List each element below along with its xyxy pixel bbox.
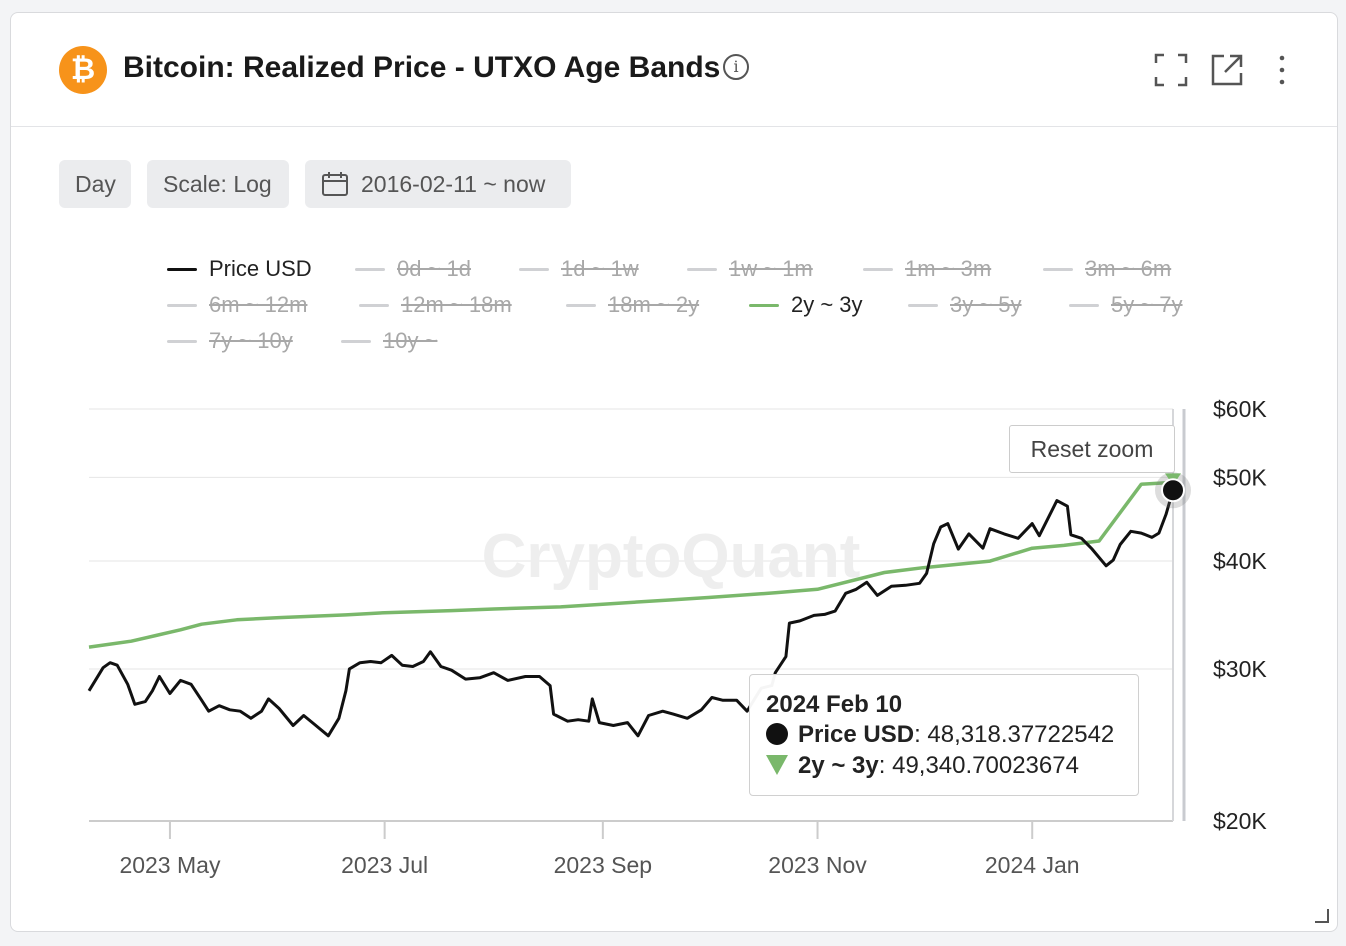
chart-title: Bitcoin: Realized Price - UTXO Age Bands	[123, 51, 721, 84]
y-tick-label: $60K	[1213, 396, 1267, 422]
card-header: ₿ Bitcoin: Realized Price - UTXO Age Ban…	[11, 13, 1337, 127]
y-tick-label: $40K	[1213, 548, 1267, 574]
tooltip-row-2y-3y: 2y ~ 3y: 49,340.70023674	[766, 752, 1079, 780]
scale-button[interactable]: Scale: Log	[147, 160, 289, 208]
y-tick-label: $30K	[1213, 656, 1267, 682]
date-range-label: 2016-02-11 ~ now	[361, 171, 546, 197]
x-tick-label: 2023 May	[119, 852, 221, 878]
chart-legend: Price USD 0d ~ 1d 1d ~ 1w 1w ~ 1m 1m ~ 3…	[11, 254, 1337, 354]
x-tick-label: 2024 Jan	[985, 852, 1080, 878]
external-link-icon[interactable]	[1210, 53, 1244, 87]
bitcoin-logo-icon: ₿	[59, 46, 107, 94]
scale-label: Scale: Log	[163, 171, 272, 197]
y-tick-label: $50K	[1213, 464, 1267, 490]
watermark: CryptoQuant	[482, 522, 861, 591]
chart-tooltip: 2024 Feb 10 Price USD: 48,318.37722542 2…	[749, 674, 1139, 796]
tooltip-date: 2024 Feb 10	[766, 691, 903, 718]
tooltip-triangle-icon	[766, 755, 788, 775]
series-line-price-usd	[87, 489, 1175, 738]
tooltip-dot-icon	[766, 723, 788, 745]
tooltip-series-name: 2y ~ 3y	[798, 752, 879, 779]
date-range-button[interactable]: 2016-02-11 ~ now	[305, 160, 571, 208]
more-vertical-icon[interactable]	[1265, 53, 1299, 87]
info-icon[interactable]: i	[723, 54, 749, 80]
x-tick-label: 2023 Jul	[341, 852, 428, 878]
interval-label: Day	[75, 171, 116, 197]
interval-button[interactable]: Day	[59, 160, 131, 208]
series-line-2y-3y	[88, 480, 1174, 649]
tooltip-series-name: Price USD	[798, 721, 915, 748]
x-tick-label: 2023 Sep	[554, 852, 652, 878]
hover-point-price	[1161, 478, 1185, 503]
tooltip-series-value: 49,340.70023674	[892, 752, 1079, 779]
chart-plot[interactable]: CryptoQuant 2023 May 2023 Jul 2023 Sep 2023…	[11, 13, 1338, 932]
tooltip-row-price: Price USD: 48,318.37722542	[766, 721, 1114, 749]
tooltip-series-value: 48,318.37722542	[927, 721, 1115, 748]
y-tick-label: $20K	[1213, 808, 1267, 834]
chart-card: ₿ Bitcoin: Realized Price - UTXO Age Ban…	[10, 12, 1338, 932]
x-tick-label: 2023 Nov	[768, 852, 867, 878]
fullscreen-icon[interactable]	[1154, 53, 1188, 87]
calendar-icon	[322, 172, 348, 196]
resize-handle-icon[interactable]	[1315, 909, 1329, 923]
reset-zoom-button[interactable]: Reset zoom	[1009, 425, 1175, 473]
